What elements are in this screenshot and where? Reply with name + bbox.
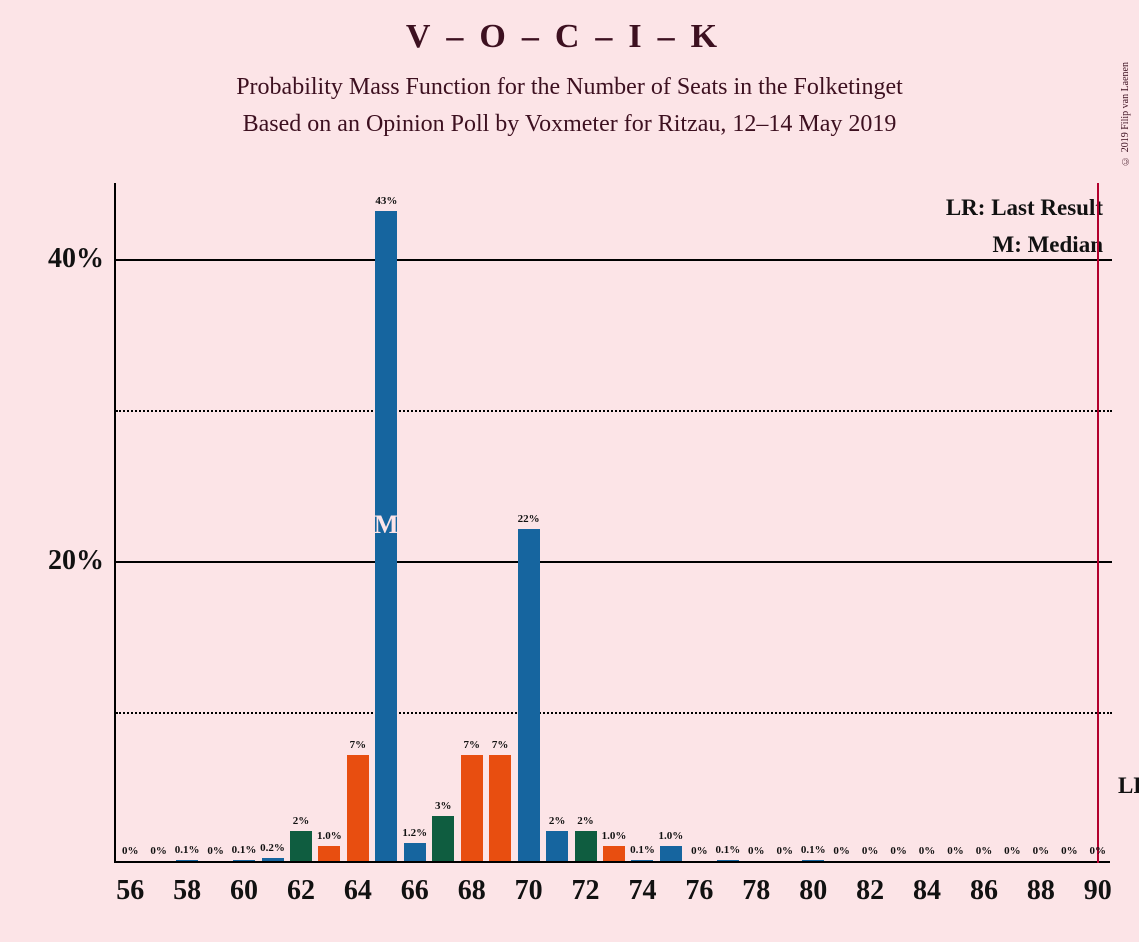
bar	[318, 846, 340, 861]
bar-value-label: 7%	[492, 739, 509, 751]
bar-value-label: 0%	[976, 845, 993, 857]
x-axis-label: 70	[515, 875, 543, 907]
bar-value-label: 3%	[435, 800, 452, 812]
bar-value-label: 0.2%	[260, 842, 285, 854]
bar	[233, 860, 255, 862]
bar-value-label: 22%	[518, 513, 540, 525]
bar	[290, 831, 312, 861]
copyright-text: © 2019 Filip van Laenen	[1120, 62, 1131, 166]
bar	[262, 858, 284, 861]
bar-value-label: 7%	[350, 739, 367, 751]
gridline	[116, 561, 1112, 563]
bar-value-label: 0.1%	[715, 844, 740, 856]
bar-value-label: 0%	[919, 845, 936, 857]
x-axis-label: 76	[685, 875, 713, 907]
bar-value-label: 2%	[577, 815, 594, 827]
bar-value-label: 0%	[776, 845, 793, 857]
x-axis-label: 84	[913, 875, 941, 907]
chart-subtitle-1: Probability Mass Function for the Number…	[0, 74, 1139, 101]
x-axis-label: 90	[1084, 875, 1112, 907]
last-result-line	[1097, 183, 1099, 863]
bar-value-label: 1.0%	[659, 830, 684, 842]
x-axis-label: 88	[1027, 875, 1055, 907]
bar-value-label: 0%	[691, 845, 708, 857]
bar-value-label: 0%	[890, 845, 907, 857]
gridline	[116, 259, 1112, 261]
bar-value-label: 0%	[207, 845, 224, 857]
bar	[802, 860, 824, 862]
bar-value-label: 0%	[947, 845, 964, 857]
x-axis-label: 66	[401, 875, 429, 907]
bar	[347, 755, 369, 861]
bar-value-label: 0.1%	[232, 844, 257, 856]
bar-value-label: 0%	[862, 845, 879, 857]
plot: 565860626466687072747678808284868890LR0%…	[114, 183, 1110, 863]
x-axis-label: 74	[628, 875, 656, 907]
bar-value-label: 43%	[375, 195, 397, 207]
bar	[489, 755, 511, 861]
bar-value-label: 2%	[293, 815, 310, 827]
bar-value-label: 0.1%	[175, 844, 200, 856]
bar	[461, 755, 483, 861]
bar	[660, 846, 682, 861]
bar-value-label: 0.1%	[801, 844, 826, 856]
chart-area: 565860626466687072747678808284868890LR0%…	[114, 183, 1110, 863]
gridline-minor	[116, 410, 1112, 412]
bar	[603, 846, 625, 861]
bar-value-label: 0%	[833, 845, 850, 857]
y-axis-label: 20%	[4, 545, 104, 577]
x-axis-label: 82	[856, 875, 884, 907]
last-result-label: LR	[1118, 773, 1139, 799]
bar-value-label: 1.0%	[317, 830, 342, 842]
x-axis-label: 58	[173, 875, 201, 907]
bar-value-label: 0%	[122, 845, 139, 857]
bar-value-label: 7%	[463, 739, 480, 751]
bar-value-label: 1.0%	[602, 830, 627, 842]
bar-value-label: 1.2%	[402, 827, 427, 839]
bar	[575, 831, 597, 861]
bar	[432, 816, 454, 861]
bar-value-label: 0%	[1033, 845, 1050, 857]
bar-value-label: 0%	[1061, 845, 1078, 857]
bar	[631, 860, 653, 862]
x-axis-label: 64	[344, 875, 372, 907]
median-label: M	[374, 510, 399, 540]
bar-value-label: 0.1%	[630, 844, 655, 856]
bar-value-label: 0%	[150, 845, 167, 857]
x-axis-label: 78	[742, 875, 770, 907]
bar	[404, 843, 426, 861]
bar	[717, 860, 739, 862]
gridline-minor	[116, 712, 1112, 714]
x-axis-label: 72	[572, 875, 600, 907]
bar	[176, 860, 198, 862]
bar	[546, 831, 568, 861]
chart-subtitle-2: Based on an Opinion Poll by Voxmeter for…	[0, 111, 1139, 138]
bar	[518, 529, 540, 861]
x-axis-label: 62	[287, 875, 315, 907]
x-axis-label: 60	[230, 875, 258, 907]
chart-title: V–O–C–I–K	[0, 18, 1139, 56]
y-axis-label: 40%	[4, 243, 104, 275]
bar-value-label: 0%	[1090, 845, 1107, 857]
x-axis-label: 68	[458, 875, 486, 907]
bar-value-label: 0%	[748, 845, 765, 857]
x-axis-label: 80	[799, 875, 827, 907]
x-axis-label: 56	[116, 875, 144, 907]
bar-value-label: 0%	[1004, 845, 1021, 857]
x-axis-label: 86	[970, 875, 998, 907]
bar-value-label: 2%	[549, 815, 566, 827]
